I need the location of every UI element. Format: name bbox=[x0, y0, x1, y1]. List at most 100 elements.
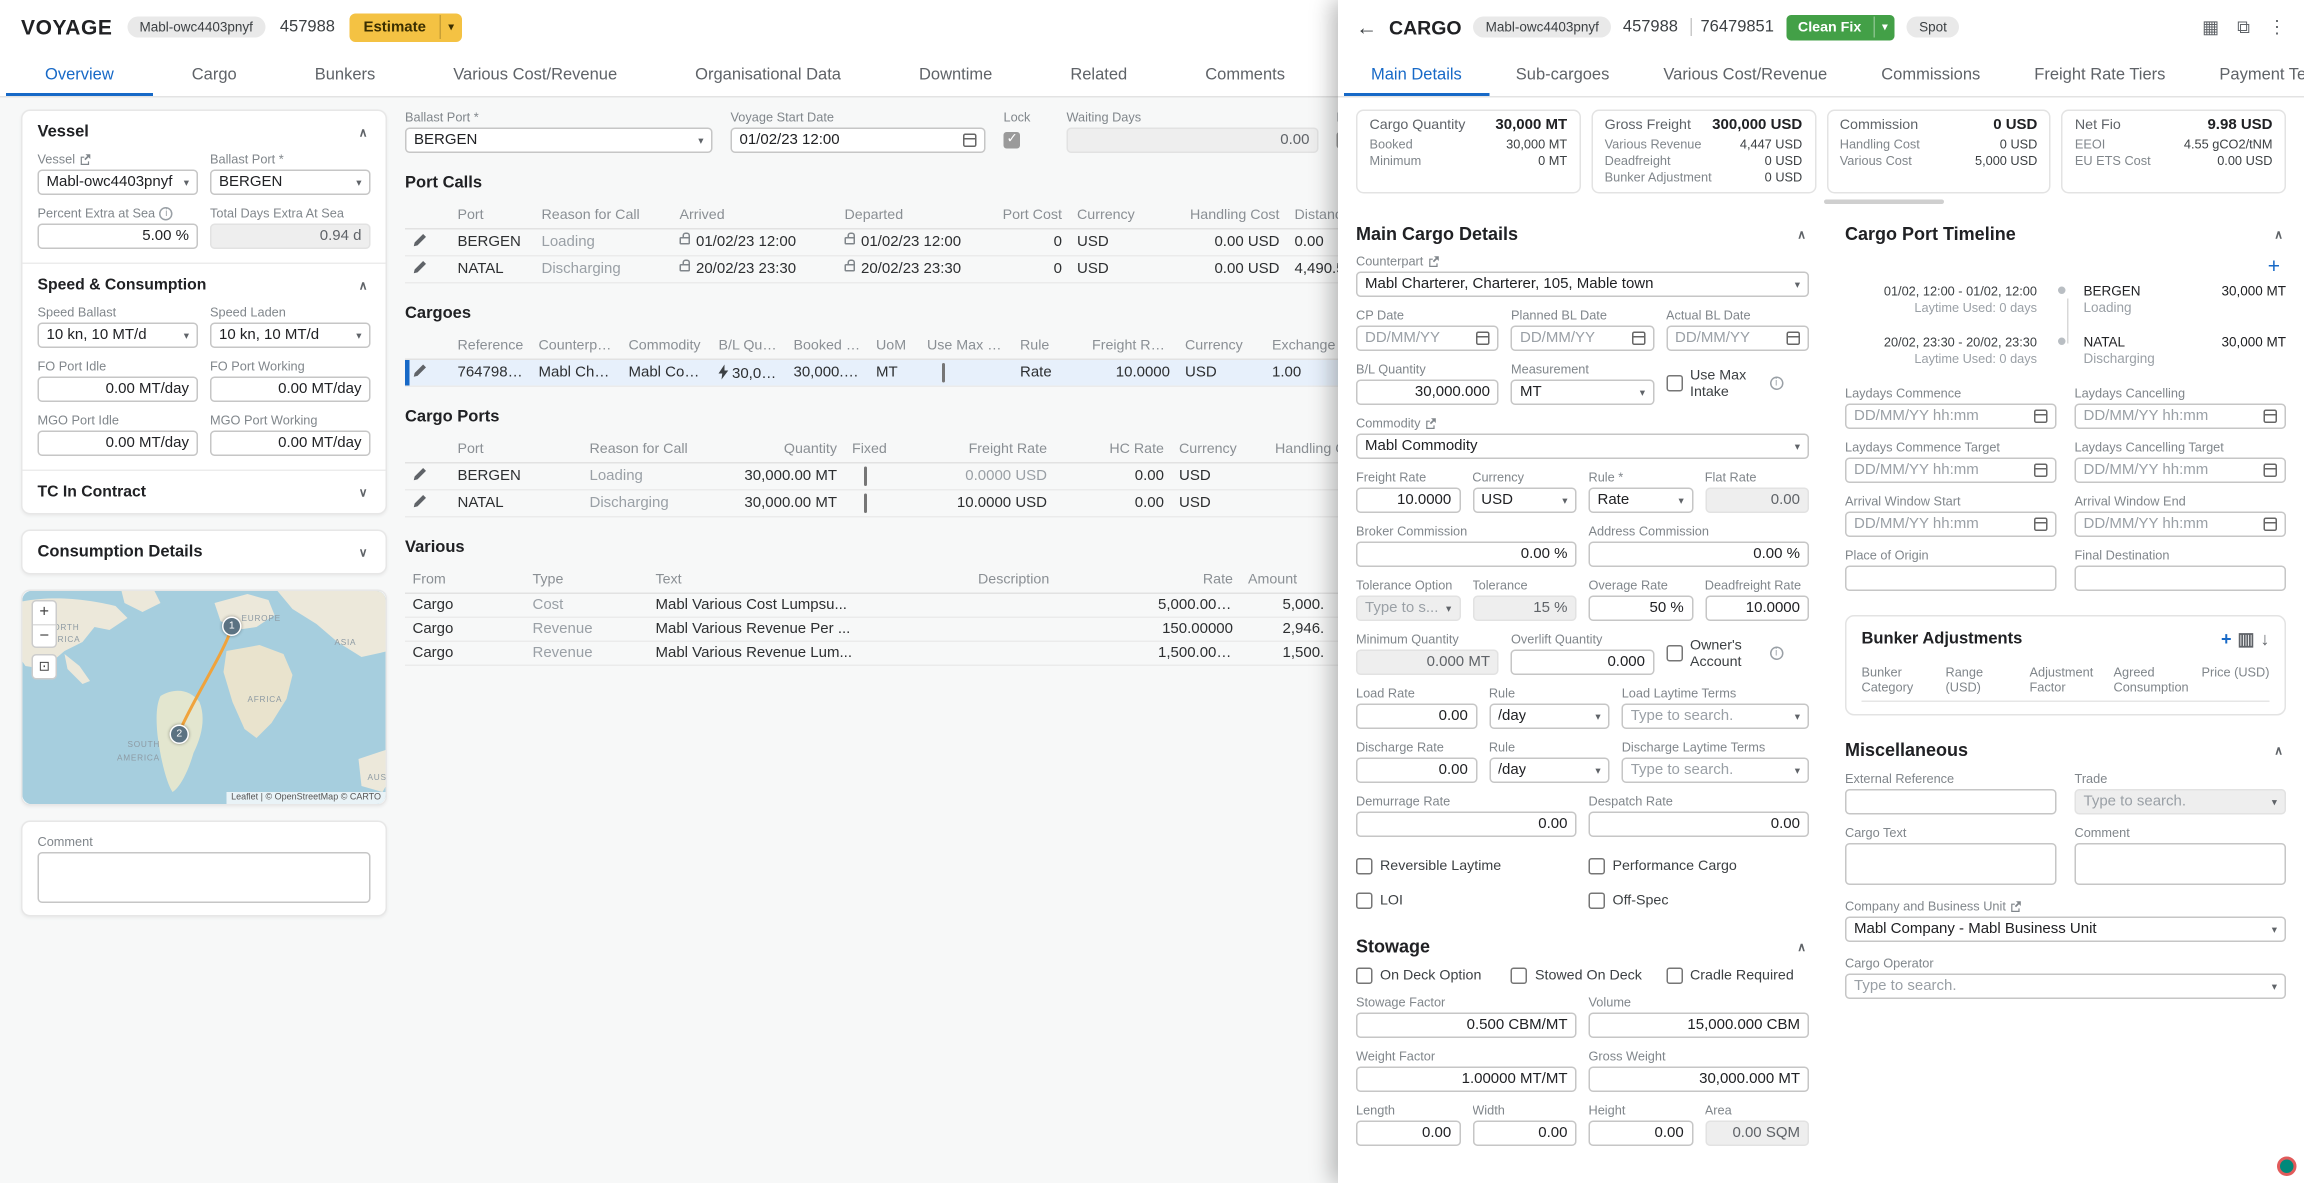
timeline-entry[interactable]: 20/02, 23:30 - 20/02, 23:30Laytime Used:… bbox=[1845, 335, 2286, 368]
add-port-button[interactable]: + bbox=[2268, 254, 2280, 278]
calendar-icon[interactable] bbox=[2034, 410, 2048, 424]
route-map[interactable]: NORTH AMERICA EUROPE ASIA AFRICA SOUTH A… bbox=[23, 591, 386, 804]
tab-organisational-data[interactable]: Organisational Data bbox=[656, 54, 880, 96]
open-in-new-icon[interactable] bbox=[2010, 900, 2022, 912]
map-marker-1[interactable]: 1 bbox=[222, 617, 242, 637]
deadfreight-rate-input[interactable]: 10.0000 bbox=[1705, 596, 1809, 622]
fixed-checkbox[interactable] bbox=[864, 494, 867, 514]
on-deck-option-checkbox[interactable] bbox=[1356, 968, 1373, 985]
calendar-icon[interactable] bbox=[2264, 518, 2278, 532]
info-icon[interactable] bbox=[1769, 377, 1783, 391]
vessel-chip[interactable]: Mabl-owc4403pnyf bbox=[1474, 17, 1611, 38]
cargo-text-textarea[interactable] bbox=[1845, 843, 2057, 885]
percent-extra-input[interactable]: 5.00 % bbox=[38, 224, 199, 250]
edit-row-icon[interactable] bbox=[413, 233, 428, 253]
load-laytime-terms-select[interactable]: Type to search.▾ bbox=[1622, 704, 1809, 730]
height-input[interactable]: 0.00 bbox=[1589, 1121, 1693, 1147]
collapse-chevron-icon[interactable]: ∧ bbox=[356, 277, 371, 294]
fix-status-button[interactable]: Clean Fix ▾ bbox=[1786, 14, 1895, 40]
edit-row-icon[interactable] bbox=[413, 494, 428, 514]
mgo-port-idle-input[interactable]: 0.00 MT/day bbox=[38, 431, 199, 457]
ballast-port-select[interactable]: BERGEN▾ bbox=[405, 128, 713, 154]
info-icon[interactable] bbox=[1769, 647, 1783, 661]
place-of-origin-input[interactable] bbox=[1845, 566, 2057, 592]
tab-payment-terms[interactable]: Payment Terms bbox=[2192, 54, 2304, 96]
tab-commissions[interactable]: Commissions bbox=[1854, 54, 2007, 96]
weight-factor-input[interactable]: 1.00000 MT/MT bbox=[1356, 1067, 1577, 1093]
cargo-comment-textarea[interactable] bbox=[2075, 843, 2287, 885]
tab-sub-cargoes[interactable]: Sub-cargoes bbox=[1489, 54, 1637, 96]
commodity-select[interactable]: Mabl Commodity▾ bbox=[1356, 434, 1809, 460]
planned-bl-date-input[interactable]: DD/MM/YY bbox=[1511, 326, 1654, 352]
calendar-icon[interactable] bbox=[2034, 464, 2048, 478]
arrival-window-end-input[interactable]: DD/MM/YY hh:mm bbox=[2075, 512, 2287, 538]
expand-chevron-icon[interactable]: ∨ bbox=[356, 544, 371, 561]
laydays-cancelling-target-input[interactable]: DD/MM/YY hh:mm bbox=[2075, 458, 2287, 484]
discharge-rule-select[interactable]: /day▾ bbox=[1489, 758, 1610, 784]
fo-port-idle-input[interactable]: 0.00 MT/day bbox=[38, 377, 199, 403]
voyage-start-date-input[interactable]: 01/02/23 12:00 bbox=[731, 128, 986, 154]
calendar-icon[interactable] bbox=[2264, 464, 2278, 478]
tab-freight-rate-tiers[interactable]: Freight Rate Tiers bbox=[2007, 54, 2192, 96]
cradle-required-checkbox[interactable] bbox=[1666, 968, 1683, 985]
various-row[interactable]: Cargo Cost Mabl Various Cost Lumpsu... 5… bbox=[405, 593, 1466, 617]
freight-rate-input[interactable]: 10.0000 bbox=[1356, 488, 1460, 514]
cargo-port-row[interactable]: BERGEN Loading 30,000.00 MT 0.0000 USD 0… bbox=[405, 463, 1463, 490]
zoom-out-button[interactable]: − bbox=[33, 624, 56, 647]
collapse-chevron-icon[interactable]: ∧ bbox=[1794, 226, 1809, 243]
width-input[interactable]: 0.00 bbox=[1472, 1121, 1576, 1147]
calendar-icon[interactable] bbox=[2264, 410, 2278, 424]
map-marker-2[interactable]: 2 bbox=[170, 725, 190, 745]
speed-ballast-select[interactable]: 10 kn, 10 MT/d▾ bbox=[38, 323, 199, 349]
owners-account-checkbox[interactable] bbox=[1666, 645, 1683, 662]
cargo-operator-select[interactable]: Type to search.▾ bbox=[1845, 974, 2286, 1000]
overlift-quantity-input[interactable]: 0.000 bbox=[1511, 650, 1654, 676]
tab-various-cost-revenue[interactable]: Various Cost/Revenue bbox=[1636, 54, 1854, 96]
help-widget[interactable] bbox=[2277, 1157, 2297, 1177]
tab-bunkers[interactable]: Bunkers bbox=[276, 54, 415, 96]
ballast-port-select[interactable]: BERGEN▾ bbox=[210, 170, 371, 196]
timeline-entry[interactable]: 01/02, 12:00 - 01/02, 12:00Laytime Used:… bbox=[1845, 284, 2286, 317]
gross-weight-input[interactable]: 30,000.000 MT bbox=[1589, 1067, 1810, 1093]
caret-down-icon[interactable]: ▾ bbox=[439, 15, 461, 39]
final-destination-input[interactable] bbox=[2075, 566, 2287, 592]
use-max-intake-checkbox[interactable] bbox=[942, 363, 945, 383]
calendar-icon[interactable] bbox=[1631, 332, 1645, 346]
overage-rate-input[interactable]: 50 % bbox=[1589, 596, 1693, 622]
copy-icon[interactable]: ⧉ bbox=[2237, 16, 2250, 39]
load-rate-input[interactable]: 0.00 bbox=[1356, 704, 1477, 730]
collapse-chevron-icon[interactable]: ∧ bbox=[2271, 226, 2286, 243]
fullscreen-button[interactable]: ⊡ bbox=[32, 654, 58, 680]
tab-overview[interactable]: Overview bbox=[6, 54, 153, 96]
discharge-rate-input[interactable]: 0.00 bbox=[1356, 758, 1477, 784]
cargo-port-row[interactable]: NATAL Discharging 30,000.00 MT 10.0000 U… bbox=[405, 490, 1463, 517]
performance-cargo-checkbox[interactable] bbox=[1589, 858, 1606, 875]
tab-comments[interactable]: Comments bbox=[1166, 54, 1324, 96]
address-commission-input[interactable]: 0.00 % bbox=[1589, 542, 1810, 568]
counterpart-select[interactable]: Mabl Charterer, Charterer, 105, Mable to… bbox=[1356, 272, 1809, 298]
tab-downtime[interactable]: Downtime bbox=[880, 54, 1031, 96]
calendar-icon[interactable] bbox=[1786, 332, 1800, 346]
zoom-in-button[interactable]: + bbox=[33, 602, 56, 625]
currency-select[interactable]: USD▾ bbox=[1472, 488, 1576, 514]
caret-down-icon[interactable]: ▾ bbox=[1873, 17, 1895, 38]
off-spec-checkbox[interactable] bbox=[1589, 893, 1606, 910]
mgo-port-working-input[interactable]: 0.00 MT/day bbox=[210, 431, 371, 457]
expand-chevron-icon[interactable]: ∨ bbox=[356, 484, 371, 501]
tab-main-details[interactable]: Main Details bbox=[1344, 54, 1489, 96]
open-in-new-icon[interactable] bbox=[80, 153, 92, 165]
fo-port-working-input[interactable]: 0.00 MT/day bbox=[210, 377, 371, 403]
reversible-laytime-checkbox[interactable] bbox=[1356, 858, 1373, 875]
voyage-comment-textarea[interactable] bbox=[38, 852, 371, 903]
external-reference-input[interactable] bbox=[1845, 789, 2057, 815]
edit-row-icon[interactable] bbox=[413, 260, 428, 280]
fixed-checkbox[interactable] bbox=[864, 467, 867, 487]
loi-checkbox[interactable] bbox=[1356, 893, 1373, 910]
tab-cargo[interactable]: Cargo bbox=[153, 54, 276, 96]
estimate-button[interactable]: Estimate ▾ bbox=[350, 13, 461, 42]
collapse-chevron-icon[interactable]: ∧ bbox=[356, 124, 371, 141]
broker-commission-input[interactable]: 0.00 % bbox=[1356, 542, 1577, 568]
tab-related[interactable]: Related bbox=[1031, 54, 1166, 96]
laydays-commence-input[interactable]: DD/MM/YY hh:mm bbox=[1845, 404, 2057, 430]
company-business-unit-select[interactable]: Mabl Company - Mabl Business Unit▾ bbox=[1845, 917, 2286, 943]
